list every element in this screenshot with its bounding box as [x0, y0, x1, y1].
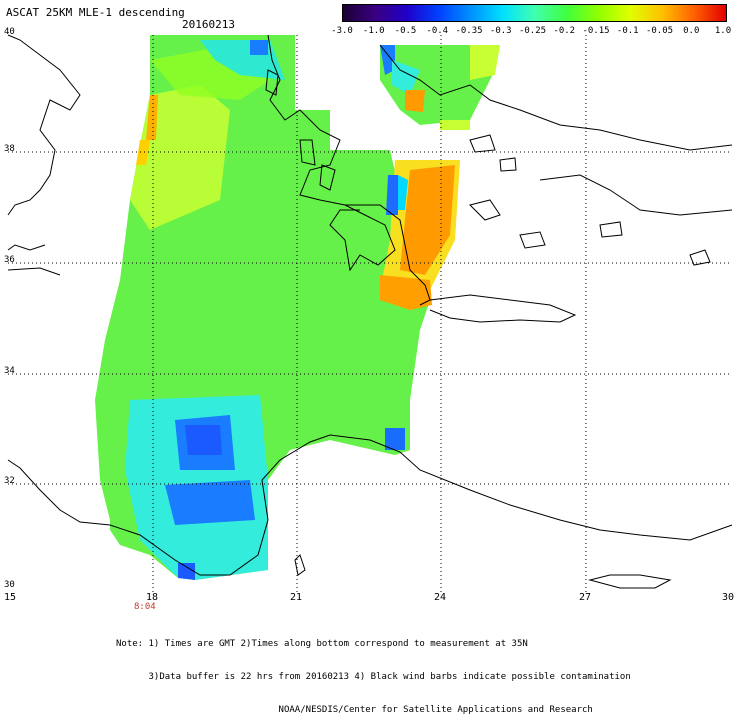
coastlines — [7, 34, 733, 589]
colorbar-tick-label: -0.05 — [645, 26, 674, 36]
colorbar-tick-label: -0.2 — [553, 26, 576, 36]
colorbar-tick-label: -1.0 — [362, 26, 385, 36]
wind-map — [7, 34, 733, 593]
lon-label-24: 24 — [434, 592, 447, 603]
map-title: ASCAT 25KM MLE-1 descending — [6, 6, 185, 19]
lat-label-38: 38 — [4, 144, 15, 154]
colorbar — [342, 4, 727, 22]
colorbar-tick-label: -0.5 — [394, 26, 417, 36]
map-date: 20160213 — [182, 18, 235, 31]
lon-label-15: 15 — [4, 592, 17, 603]
lon-label-27: 27 — [579, 592, 592, 603]
lon-label-21: 21 — [290, 592, 303, 603]
lat-label-30: 30 — [4, 580, 15, 590]
colorbar-tick-label: -0.15 — [582, 26, 610, 36]
lat-label-34: 34 — [4, 366, 15, 376]
colorbar-ticks: -3.0 -1.0 -0.5 -0.4 -0.35 -0.3 -0.25 -0.2 -0.15-… — [330, 26, 732, 38]
colorbar-tick-label: -0.25 — [518, 26, 547, 36]
lon-label-18: 18 — [146, 592, 159, 603]
colorbar-tick-label: 1.0 — [714, 26, 732, 36]
ascat-swath — [95, 35, 500, 580]
colorbar-tick-label: -0.3 — [489, 26, 512, 36]
lat-label-36: 36 — [4, 255, 15, 265]
colorbar-tick-label: -0.35 — [455, 26, 483, 36]
colorbar-tick-label: -0.1 — [616, 26, 639, 36]
note-line: NOAA/NESDIS/Center for Satellite Applica… — [116, 705, 593, 715]
lat-label-32: 32 — [4, 476, 15, 486]
note-text: Note: 1) Times are GMT 2)Times along bot… — [116, 617, 631, 727]
colorbar-tick-label: -0.4 — [426, 26, 449, 36]
colorbar-tick-label: 0.0 — [683, 26, 700, 36]
time-label: 8:04 — [134, 602, 156, 612]
lat-label-40: 40 — [4, 27, 15, 37]
note-line: 3)Data buffer is 22 hrs from 20160213 4)… — [116, 672, 631, 682]
lon-label-30: 30 — [722, 592, 735, 603]
note-line: Note: 1) Times are GMT 2)Times along bot… — [116, 639, 528, 649]
colorbar-tick-label: -3.0 — [331, 26, 353, 36]
